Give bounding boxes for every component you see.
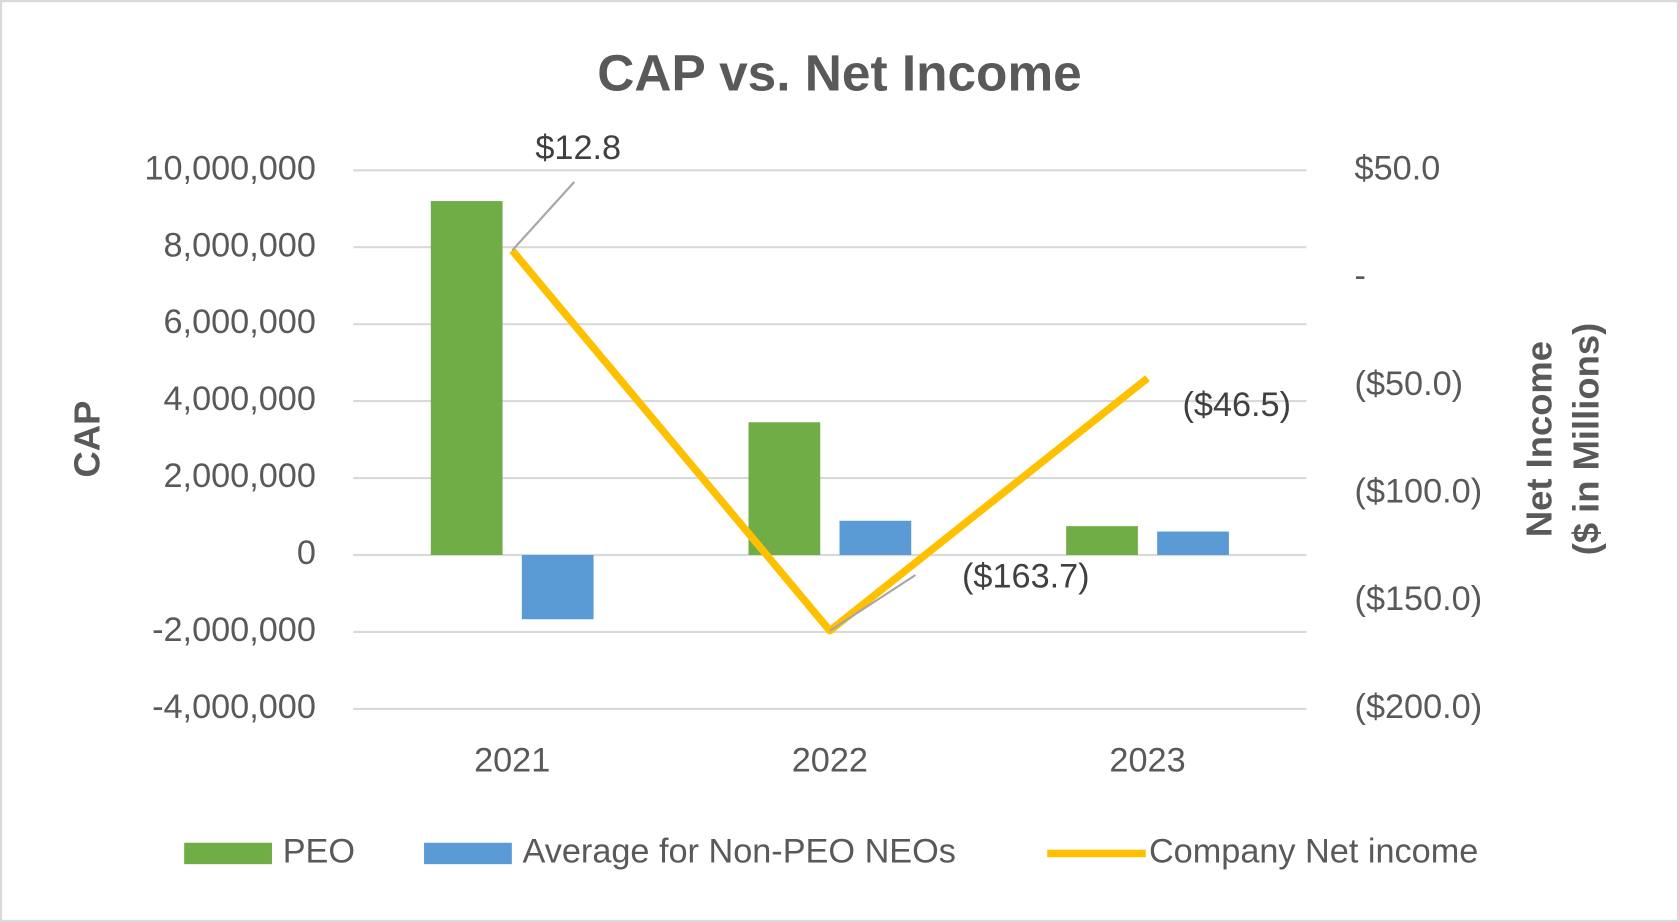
bar: [521, 555, 594, 620]
y-tick-label: 10,000,000: [144, 149, 315, 187]
legend-label: Average for Non-PEO NEOs: [523, 832, 956, 870]
legend-swatch: [424, 842, 512, 865]
y-tick-label: 8,000,000: [164, 226, 316, 264]
x-tick-label: 2023: [1109, 741, 1185, 779]
y2-axis-title: Net Income: [1519, 341, 1560, 537]
y2-tick-label: ($150.0): [1355, 580, 1483, 618]
y2-axis-title: ($ in Millions): [1566, 323, 1607, 556]
leader-line: [511, 181, 576, 252]
bar: [748, 422, 821, 556]
leader-line: [829, 574, 917, 632]
y2-tick-label: ($100.0): [1355, 472, 1483, 510]
bar: [1066, 526, 1138, 556]
y-tick-label: 6,000,000: [164, 303, 316, 341]
bar: [430, 201, 503, 556]
data-label: $12.8: [535, 129, 621, 167]
x-tick-label: 2021: [474, 741, 550, 779]
y2-tick-label: ($200.0): [1355, 688, 1483, 726]
y2-tick-label: -: [1355, 257, 1366, 295]
bar: [839, 520, 912, 556]
y-tick-label: 2,000,000: [164, 457, 316, 495]
data-label: ($46.5): [1182, 386, 1291, 424]
y2-tick-label: $50.0: [1355, 149, 1441, 187]
data-label: ($163.7): [962, 557, 1090, 595]
y-tick-label: 0: [297, 534, 316, 572]
y-tick-label: 4,000,000: [164, 380, 316, 418]
chart-title: CAP vs. Net Income: [597, 44, 1081, 102]
legend-label: PEO: [283, 832, 355, 870]
legend-swatch: [184, 842, 272, 865]
y-axis-title: CAP: [67, 401, 108, 478]
y-tick-label: -2,000,000: [152, 611, 316, 649]
bar: [1157, 531, 1229, 556]
legend-label: Company Net income: [1149, 832, 1478, 870]
y2-tick-label: ($50.0): [1355, 365, 1464, 403]
x-tick-label: 2022: [792, 741, 868, 779]
y-tick-label: -4,000,000: [152, 688, 316, 726]
